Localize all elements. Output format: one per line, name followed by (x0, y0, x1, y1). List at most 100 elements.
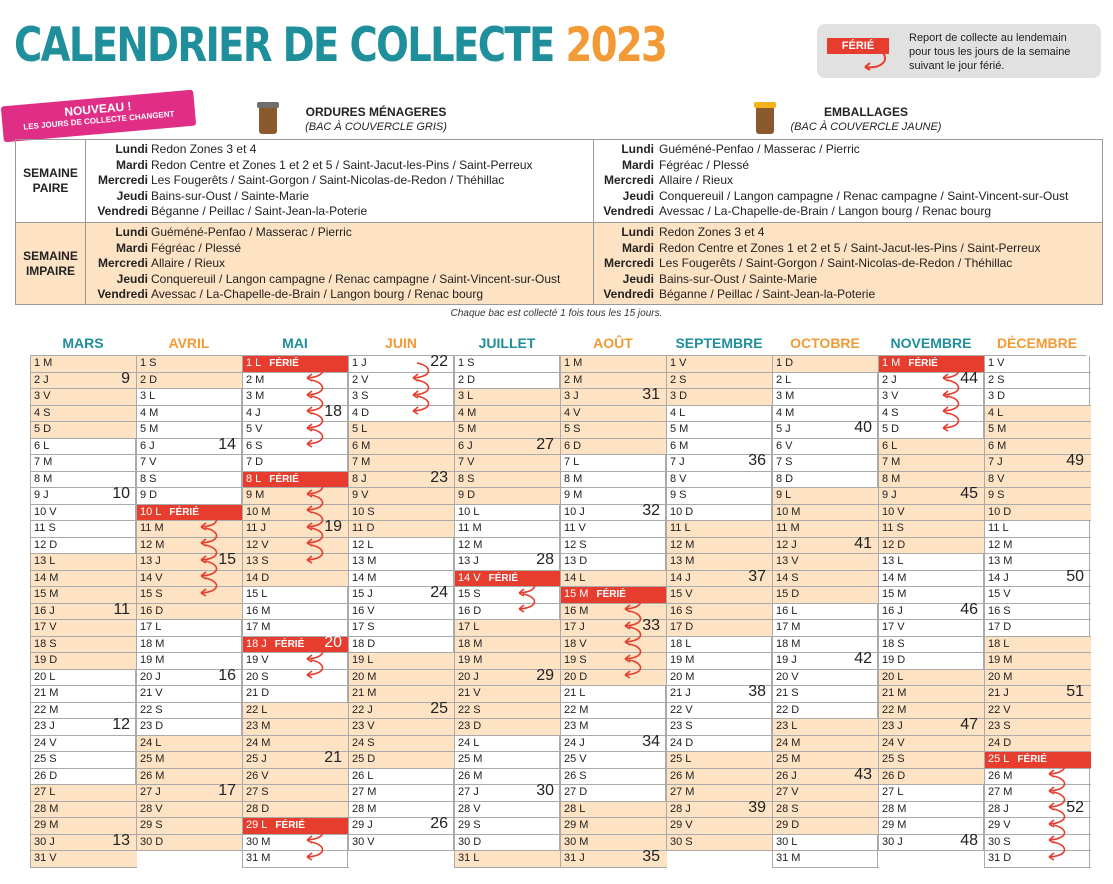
day-cell: 9 L (773, 488, 879, 505)
day-label: 23 L (776, 720, 798, 732)
day-cell: 29 D (773, 818, 879, 835)
day-label: 28 J (988, 802, 1009, 815)
day-cell: 14 V (137, 570, 243, 587)
day-label: 19 D (882, 654, 906, 666)
day-label: 11 V (564, 522, 586, 534)
day-label: 8 M (882, 472, 901, 485)
day-cell: 26 V (243, 768, 349, 785)
day-cell: 23 D (137, 719, 243, 736)
day-label: 22 M (34, 703, 59, 716)
day-label: 14 J (988, 571, 1009, 584)
day-cell: 19 J 42 (773, 651, 879, 670)
day-cell: 13 M (349, 554, 455, 571)
day-label: 7 V (458, 456, 475, 468)
day-label: 23 V (352, 720, 375, 732)
day-cell: 8 V (667, 472, 773, 488)
day-label: 10 V (34, 505, 57, 518)
day-cell: 14 L (561, 570, 667, 587)
day-cell: 23 D (455, 719, 561, 736)
day-cell: 7 M (879, 455, 985, 472)
day-label: 9 M (564, 489, 583, 501)
day-label: 12 D (882, 538, 906, 551)
day-label: 5 D (34, 423, 52, 435)
day-label: 30 D (458, 835, 482, 848)
day-label: 6 J (458, 439, 473, 452)
nouveau-banner: NOUVEAU ! LES JOURS DE COLLECTE CHANGENT (0, 89, 197, 143)
day-cell: 18 M (455, 636, 561, 653)
day-label: 25 V (564, 753, 587, 765)
day-label: 20 M (670, 670, 695, 683)
day-cell: 19 M (455, 653, 561, 670)
day-label: 24 L (458, 736, 480, 749)
day-label: 27 V (776, 786, 799, 798)
day-label: 8 V (988, 472, 1005, 485)
day-label: 14 S (776, 571, 799, 584)
emb-communes: Guéméné-Penfao / Masserac / Pierric (659, 142, 860, 156)
day-cell: 10 D (985, 504, 1091, 521)
day-label: 25 M (776, 753, 801, 765)
week-number: 35 (642, 848, 660, 865)
day-cell: 24 M (243, 735, 349, 752)
day-label: 2 L (776, 373, 792, 386)
day-label: 1 J (352, 357, 367, 369)
schedule-row-paire: SEMAINE PAIRE Lundi Redon Zones 3 et 4 Lund… (16, 140, 1102, 222)
day-label: 17 D (988, 621, 1012, 633)
day-cell: 4 L (985, 405, 1091, 422)
day-label: 6 S (246, 439, 263, 452)
day-name-emb-paire: Vendredi (603, 204, 654, 219)
day-cell: 22 M (31, 703, 137, 719)
day-label: 17 J (564, 621, 585, 633)
day-label: 21 L (564, 687, 586, 699)
day-label: 25 D (352, 753, 376, 765)
day-label: 4 L (988, 406, 1004, 419)
month-column: 1 S 2 D 3 L 4 M 5 M 6 J 14 7 V 8 S 9 D 10 L FÉRIÉ 11… (136, 356, 243, 851)
day-label: 13 M (670, 555, 695, 567)
week-number: 45 (960, 485, 978, 502)
day-label: 2 S (988, 373, 1005, 386)
day-label: 11 M (458, 522, 482, 534)
day-cell: 28 M (879, 802, 985, 818)
day-cell: 29 S (137, 818, 243, 835)
day-cell: 27 L (879, 785, 985, 802)
day-cell: 26 M (985, 769, 1091, 785)
ferie-label: FÉRIÉ (1017, 754, 1047, 765)
day-label: 20 L (34, 670, 56, 683)
day-label: 3 D (988, 390, 1006, 402)
day-label: 12 D (34, 538, 58, 551)
day-cell: 28 J 52 (985, 799, 1091, 818)
day-label: 22 S (140, 703, 163, 716)
day-label: 18 D (352, 637, 376, 650)
day-cell: 21 J 51 (985, 684, 1091, 703)
day-label: 30 D (140, 835, 164, 848)
day-cell: 13 V (773, 554, 879, 571)
day-label: 21 J (670, 687, 691, 699)
day-label: 27 D (564, 786, 588, 798)
day-label: 23 D (140, 720, 164, 732)
emb-subtitle: (BAC À COUVERCLE JAUNE) (790, 121, 942, 133)
title-year: 2023 (565, 18, 668, 73)
day-cell: 16 J 11 (31, 601, 137, 620)
day-label: 1 L (246, 357, 262, 369)
day-label: 24 M (776, 736, 801, 749)
day-cell: 25 V (561, 752, 667, 769)
om-title: ORDURES MÉNAGERES (305, 105, 447, 119)
day-cell: 9 M (561, 488, 667, 505)
day-cell: 31 M (243, 851, 349, 868)
day-label: 26 D (882, 769, 906, 782)
day-cell: 8 M (561, 472, 667, 488)
om-communes: Fégréac / Plessé (151, 240, 242, 255)
collection-note: Chaque bac est collecté 1 fois tous les … (450, 308, 663, 319)
day-cell: 2 M (243, 373, 349, 389)
day-cell: 9 M (243, 488, 349, 505)
day-label: 4 S (882, 406, 899, 419)
day-label: 4 J (246, 406, 261, 419)
day-label: 16 J (34, 604, 55, 617)
day-label: 24 D (988, 736, 1012, 749)
day-cell: 30 S (667, 834, 773, 851)
emb-communes: Conquereuil / Langon campagne / Renac ca… (659, 188, 1069, 203)
day-label: 4 M (776, 406, 795, 419)
day-cell: 23 L (773, 719, 879, 736)
day-cell: 23 J 47 (879, 717, 985, 736)
day-label: 18 J (246, 637, 267, 650)
day-label: 9 S (988, 489, 1005, 501)
